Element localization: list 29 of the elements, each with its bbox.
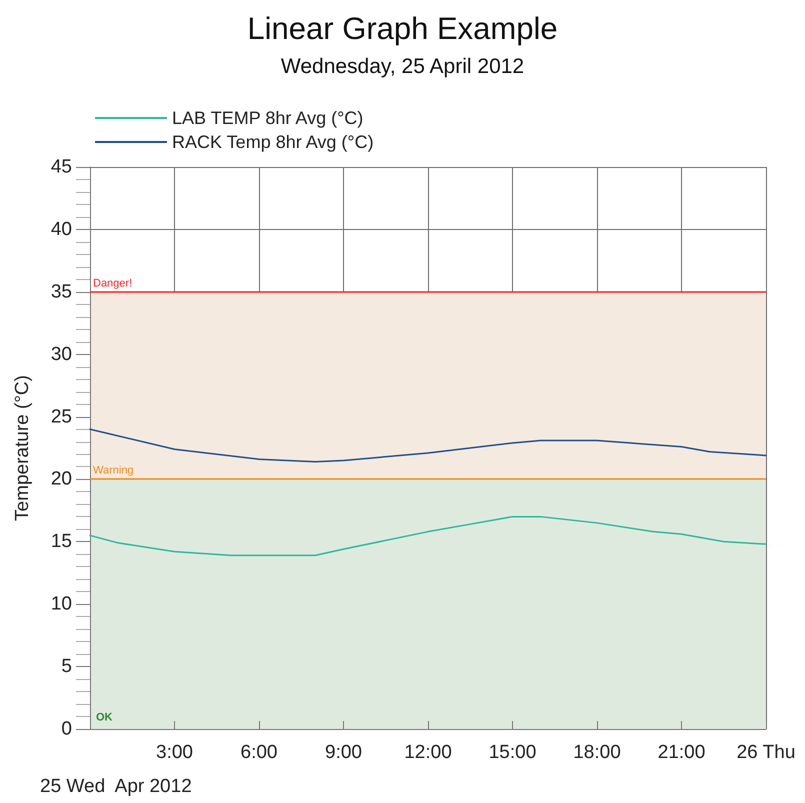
y-tick-label: 35 (50, 281, 72, 302)
x-tick-label: 18:00 (573, 742, 621, 763)
chart-subtitle: Wednesday, 25 April 2012 (280, 55, 524, 78)
y-tick-label: 45 (50, 156, 72, 178)
x-tick-label: 3:00 (156, 742, 193, 763)
x-tick-label: 9:00 (325, 742, 362, 763)
legend-label: LAB TEMP 8hr Avg (°C) (172, 108, 364, 128)
y-tick-label: 0 (61, 718, 72, 740)
ref-line-label: Warning (93, 464, 134, 477)
x-tick-label: 15:00 (488, 742, 536, 763)
x-tick-label: 26 Thu (736, 742, 796, 763)
y-tick-label: 15 (50, 531, 72, 552)
ref-line-label: Danger! (93, 277, 132, 290)
line-series (89, 516, 767, 556)
legend-label: RACK Temp 8hr Avg (°C) (172, 132, 374, 152)
x-tick-label: 21:00 (658, 742, 706, 763)
y-tick-label: 5 (61, 656, 72, 678)
y-tick-label: 20 (50, 468, 72, 490)
y-axis-title: Temperature (°C) (12, 375, 33, 521)
y-tick-label: 40 (50, 218, 72, 240)
y-tick-label: 25 (50, 406, 72, 428)
x-tick-label: 6:00 (240, 742, 278, 763)
chart-title: Linear Graph Example (247, 11, 558, 46)
line-series (89, 428, 767, 462)
text: 25 Wed Apr 2012 (40, 776, 192, 797)
y-tick-label: 10 (50, 594, 72, 615)
x-tick-label: 12:00 (404, 742, 452, 763)
band-label: OK (96, 712, 113, 724)
y-tick-label: 30 (50, 344, 72, 365)
